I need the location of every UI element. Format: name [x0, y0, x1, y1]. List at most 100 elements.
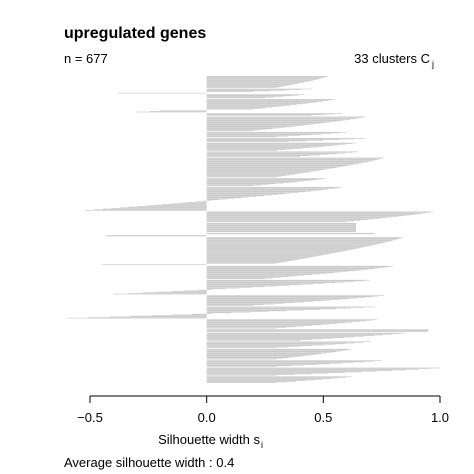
silhouette-bar: [206, 277, 274, 279]
x-tick-label: 1.0: [431, 410, 449, 425]
average-silhouette-width: Average silhouette width : 0.4: [64, 455, 234, 470]
silhouette-bar: [206, 149, 286, 150]
silhouette-bar: [206, 106, 273, 108]
silhouette-bar: [206, 129, 260, 131]
silhouette-bar: [206, 376, 352, 377]
silhouette-bar: [206, 352, 327, 354]
silhouette-bar: [206, 339, 312, 340]
silhouette-bar: [206, 308, 337, 310]
silhouette-bar: [206, 307, 352, 309]
silhouette-bar: [206, 108, 260, 109]
silhouette-bar: [206, 268, 374, 270]
silhouette-bar: [206, 311, 251, 313]
silhouette-bar: [206, 370, 377, 372]
silhouette-bar: [206, 297, 358, 299]
silhouette-bar: [206, 337, 344, 338]
silhouette-bar: [206, 94, 305, 95]
silhouette-bar: [206, 364, 318, 365]
silhouette-bar: [206, 89, 301, 90]
silhouette-bar: [206, 374, 295, 375]
silhouette-bar: [206, 194, 271, 196]
silhouette-bar: [206, 356, 300, 357]
silhouette-bar: [206, 352, 332, 353]
silhouette-bar: [206, 225, 356, 227]
silhouette-bar: [206, 106, 279, 107]
silhouette-bar: [206, 168, 328, 170]
silhouette-bar: [206, 338, 323, 340]
silhouette-bar: [206, 379, 324, 380]
silhouette-bar: [206, 351, 337, 353]
silhouette-bar: [206, 233, 375, 235]
silhouette-bar: [206, 215, 405, 217]
silhouette-bar: [206, 170, 316, 172]
silhouette-bar: [206, 309, 321, 310]
silhouette-bar: [206, 76, 327, 78]
silhouette-bar: [206, 174, 295, 175]
silhouette-bar: [206, 284, 302, 286]
silhouette-bar: [206, 140, 307, 142]
x-tick-label: 0.5: [314, 410, 332, 425]
silhouette-bar: [206, 160, 375, 161]
silhouette-bar: [206, 360, 375, 362]
silhouette-bar: [206, 164, 355, 165]
silhouette-bar: [206, 301, 304, 303]
silhouette-bar: [206, 132, 340, 134]
silhouette-bar: [206, 275, 305, 276]
silhouette-bar: [206, 163, 358, 165]
silhouette-bar: [206, 370, 392, 371]
silhouette-bar: [206, 369, 406, 371]
silhouette-bar: [206, 275, 297, 277]
silhouette-bar: [206, 232, 375, 234]
silhouette-bar: [206, 119, 346, 121]
silhouette-bar: [206, 344, 335, 345]
silhouette-bar: [206, 246, 366, 248]
silhouette-bar: [206, 94, 299, 96]
silhouette-bar: [154, 204, 207, 206]
silhouette-bar: [206, 333, 400, 335]
silhouette-bar: [206, 84, 291, 86]
silhouette-bar: [206, 273, 327, 274]
silhouette-bar: [206, 107, 267, 109]
silhouette-bar: [206, 80, 311, 82]
silhouette-bar: [206, 127, 279, 129]
silhouette-bar: [206, 114, 324, 116]
silhouette-bar: [206, 243, 381, 244]
silhouette-bar: [206, 355, 306, 357]
silhouette-bar: [106, 235, 207, 236]
silhouette-bar: [206, 150, 277, 151]
silhouette-bar: [206, 159, 377, 161]
silhouette-bar: [206, 241, 390, 242]
silhouette-bar: [206, 128, 273, 130]
silhouette-bar: [206, 265, 394, 267]
silhouette-bar: [128, 206, 207, 208]
silhouette-bar: [206, 103, 303, 105]
silhouette-bar: [206, 108, 254, 110]
silhouette-bar: [206, 136, 277, 138]
silhouette-bar: [206, 270, 355, 272]
silhouette-bar: [206, 282, 335, 284]
silhouette-bar: [206, 350, 341, 352]
silhouette-bar: [206, 329, 429, 331]
silhouette-bar: [206, 273, 320, 275]
silhouette-bar: [206, 153, 338, 155]
silhouette-bar: [206, 310, 287, 312]
silhouette-bar: [206, 220, 361, 221]
silhouette-bar: [206, 237, 402, 239]
silhouette-bar: [206, 155, 310, 157]
silhouette-bar: [206, 312, 232, 314]
silhouette-bar: [206, 173, 299, 175]
silhouette-bar: [206, 239, 397, 240]
silhouette-bar: [206, 379, 315, 381]
silhouette-bar: [206, 224, 356, 225]
silhouette-bar: [206, 224, 356, 226]
silhouette-bar: [206, 280, 364, 282]
silhouette-bar: [206, 358, 283, 359]
silhouette-bar: [206, 365, 291, 367]
silhouette-bar: [206, 231, 356, 233]
silhouette-bar: [206, 183, 277, 185]
silhouette-bar: [206, 297, 366, 298]
silhouette-bar: [206, 249, 350, 251]
silhouette-bar: [206, 239, 395, 241]
silhouette-bar: [206, 169, 324, 171]
silhouette-bar: [206, 329, 429, 330]
